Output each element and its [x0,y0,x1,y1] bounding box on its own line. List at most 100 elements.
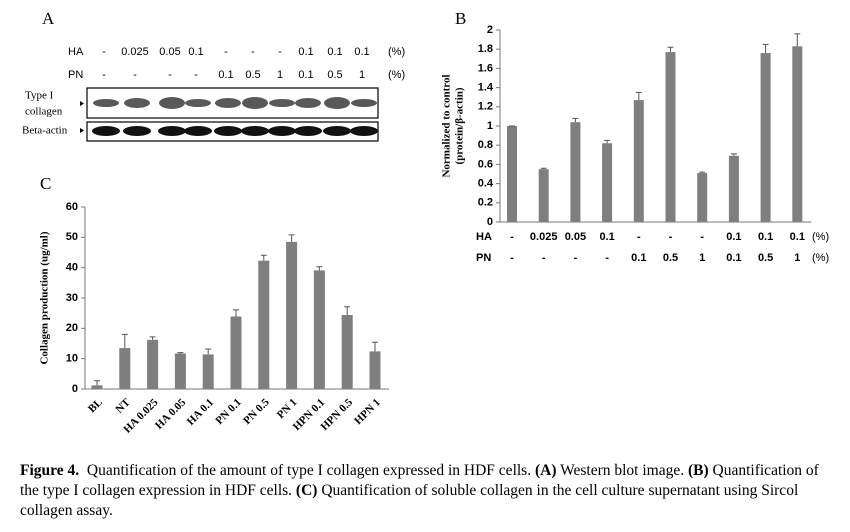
y-tick-label: 1.4 [478,82,494,94]
band [92,126,120,136]
lane-label: 0.1 [218,69,233,81]
category-label: - [637,231,641,243]
band-label: Beta-actin [22,125,68,137]
bar [507,126,517,222]
error-bar [699,171,706,174]
category-label: 1 [794,252,800,264]
error-bar [260,254,267,261]
band [93,99,119,107]
row-label: PN [476,252,491,264]
unit: (%) [812,252,829,264]
bar [728,155,739,222]
y-tick-label: 1.6 [478,62,493,74]
category-label: - [542,252,546,264]
error-bar [372,341,378,352]
category-label: 0.1 [599,231,614,243]
bar [202,354,214,389]
band [159,97,185,109]
x-tick-label: PN 0.5 [241,396,272,427]
lane-label: - [133,69,137,81]
bar [538,169,549,222]
bar [119,348,131,389]
y-tick-label: 0.8 [478,139,493,151]
band [158,126,186,136]
category-label: 0.05 [565,231,586,243]
y-tick-label: 0 [487,216,493,228]
figure-panels: A HA - 0.025 0.05 0.1 - - - 0.1 0.1 0.1 (%) PN - - - - 0.1… [22,9,829,436]
y-tick-label: 1.2 [478,101,493,113]
bar [91,385,103,389]
error-bar [94,380,100,386]
unit: (%) [812,231,829,243]
lane-label: - [194,69,198,81]
caption-text: Western blot image. [556,462,688,479]
error-bar [572,117,579,123]
caption: Figure 4. Quantification of the amount o… [20,461,835,521]
bar [230,316,242,389]
x-tick-label: HPN 0.5 [319,396,356,433]
band [241,126,269,136]
band [242,97,268,109]
bar [341,314,353,389]
arrowheads [80,101,84,133]
y-tick-label: 40 [66,262,78,274]
error-bar [794,33,801,47]
bar [313,270,325,389]
y-tick-label: 0.4 [478,178,494,190]
category-label: 0.1 [631,252,646,264]
caption-text: Quantification of the amount of type I c… [79,462,535,479]
row-label: HA [68,46,84,58]
y-tick-label: 0.2 [478,197,493,209]
category-label: - [605,252,609,264]
band [215,98,241,108]
lane-label: 0.5 [327,69,342,81]
x-tick-label: PN 0.1 [213,396,244,427]
error-bar [730,153,737,156]
error-bar [635,91,642,101]
lane-label: 0.1 [188,46,203,58]
band [323,126,351,136]
bar [760,53,771,222]
band [268,126,296,136]
y-tick-label: 10 [66,353,78,365]
band [184,126,212,136]
x-tick-label: NT [113,396,133,416]
lane-label: - [168,69,172,81]
error-bar [316,266,323,271]
y-tick-label: 0 [72,383,78,395]
x-tick-label: HA 0.05 [153,396,189,432]
error-bar [288,234,295,242]
error-bar [149,336,156,340]
lane-label: 0.1 [298,46,313,58]
bar [602,143,613,222]
lane-label: - [251,46,255,58]
lane-label: - [102,69,106,81]
error-bar [667,46,674,53]
y-tick-label: 50 [66,231,78,243]
x-tick-label: PN 1 [275,396,300,421]
x-tick-label: HA 0.1 [185,396,216,427]
panel-label: C [40,174,51,193]
y-axis-label: Normalized to control [441,74,453,177]
lane-label: 1 [277,69,283,81]
band [324,97,350,109]
bar [369,351,381,389]
y-tick-label: 1.8 [478,43,493,55]
unit: (%) [388,69,405,81]
caption-text: Quantification of the type I collagen ex… [20,462,823,499]
y-tick-label: 20 [66,322,78,334]
error-bar [177,352,184,354]
lane-label: 1 [359,69,365,81]
lane-label: 0.05 [159,46,180,58]
unit: (%) [388,46,405,58]
category-label: 0.5 [663,252,678,264]
band [269,99,295,107]
x-tick-label: HPN 1 [352,396,383,427]
category-label: 0.1 [726,252,741,264]
error-bar [762,43,769,54]
category-label: 0.5 [758,252,773,264]
panel-label: A [42,9,55,28]
error-bar [344,306,351,315]
row-label: HA [476,231,492,243]
